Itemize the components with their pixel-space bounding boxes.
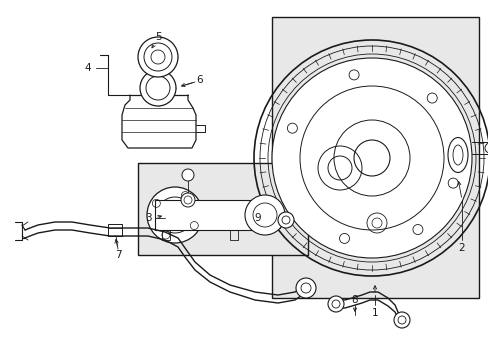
Text: 1: 1	[371, 308, 378, 318]
Bar	[138, 163, 307, 255]
Circle shape	[147, 187, 203, 243]
Text: 3: 3	[144, 213, 151, 223]
Ellipse shape	[452, 145, 462, 165]
Circle shape	[244, 195, 285, 235]
Text: 2: 2	[458, 243, 465, 253]
Bar	[108, 224, 122, 236]
Circle shape	[181, 193, 195, 207]
Circle shape	[138, 37, 178, 77]
Circle shape	[140, 70, 176, 106]
Text: 5: 5	[154, 32, 161, 42]
Text: 7: 7	[115, 250, 121, 260]
Circle shape	[295, 278, 315, 298]
Circle shape	[182, 169, 194, 181]
Text: 4: 4	[84, 63, 91, 73]
Circle shape	[393, 312, 409, 328]
Circle shape	[278, 212, 293, 228]
Bar	[155, 200, 269, 230]
Text: 9: 9	[254, 213, 261, 223]
Circle shape	[327, 296, 343, 312]
Text: 8: 8	[351, 295, 358, 305]
Circle shape	[271, 58, 471, 258]
Text: 6: 6	[196, 75, 203, 85]
Bar	[271, 17, 478, 298]
